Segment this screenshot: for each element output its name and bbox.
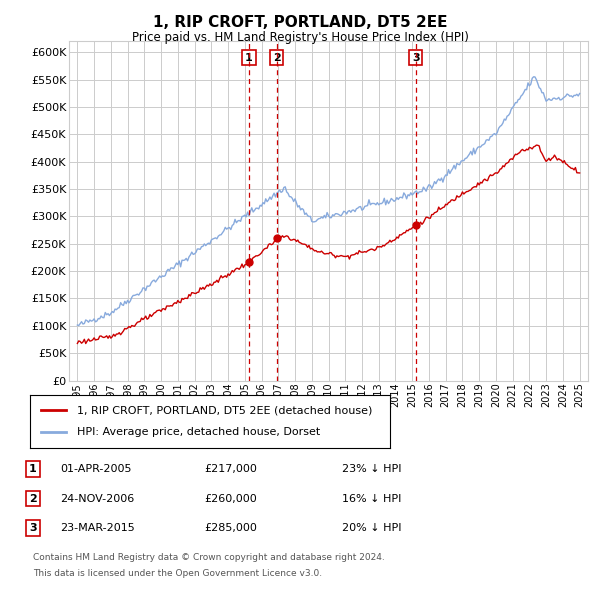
Text: 23-MAR-2015: 23-MAR-2015	[60, 523, 135, 533]
Text: 01-APR-2005: 01-APR-2005	[60, 464, 131, 474]
Text: 1, RIP CROFT, PORTLAND, DT5 2EE: 1, RIP CROFT, PORTLAND, DT5 2EE	[153, 15, 447, 30]
Text: £260,000: £260,000	[204, 494, 257, 503]
Text: 2: 2	[29, 494, 37, 503]
Text: 1: 1	[245, 53, 253, 63]
Text: 1, RIP CROFT, PORTLAND, DT5 2EE (detached house): 1, RIP CROFT, PORTLAND, DT5 2EE (detache…	[77, 405, 372, 415]
Text: £285,000: £285,000	[204, 523, 257, 533]
Text: £217,000: £217,000	[204, 464, 257, 474]
Text: 3: 3	[29, 523, 37, 533]
Text: HPI: Average price, detached house, Dorset: HPI: Average price, detached house, Dors…	[77, 428, 320, 437]
Text: Price paid vs. HM Land Registry's House Price Index (HPI): Price paid vs. HM Land Registry's House …	[131, 31, 469, 44]
Text: 2: 2	[273, 53, 280, 63]
Text: Contains HM Land Registry data © Crown copyright and database right 2024.: Contains HM Land Registry data © Crown c…	[33, 553, 385, 562]
Text: 16% ↓ HPI: 16% ↓ HPI	[342, 494, 401, 503]
Text: 24-NOV-2006: 24-NOV-2006	[60, 494, 134, 503]
Text: 1: 1	[29, 464, 37, 474]
Text: 3: 3	[412, 53, 420, 63]
Text: 20% ↓ HPI: 20% ↓ HPI	[342, 523, 401, 533]
Text: 23% ↓ HPI: 23% ↓ HPI	[342, 464, 401, 474]
Text: This data is licensed under the Open Government Licence v3.0.: This data is licensed under the Open Gov…	[33, 569, 322, 578]
